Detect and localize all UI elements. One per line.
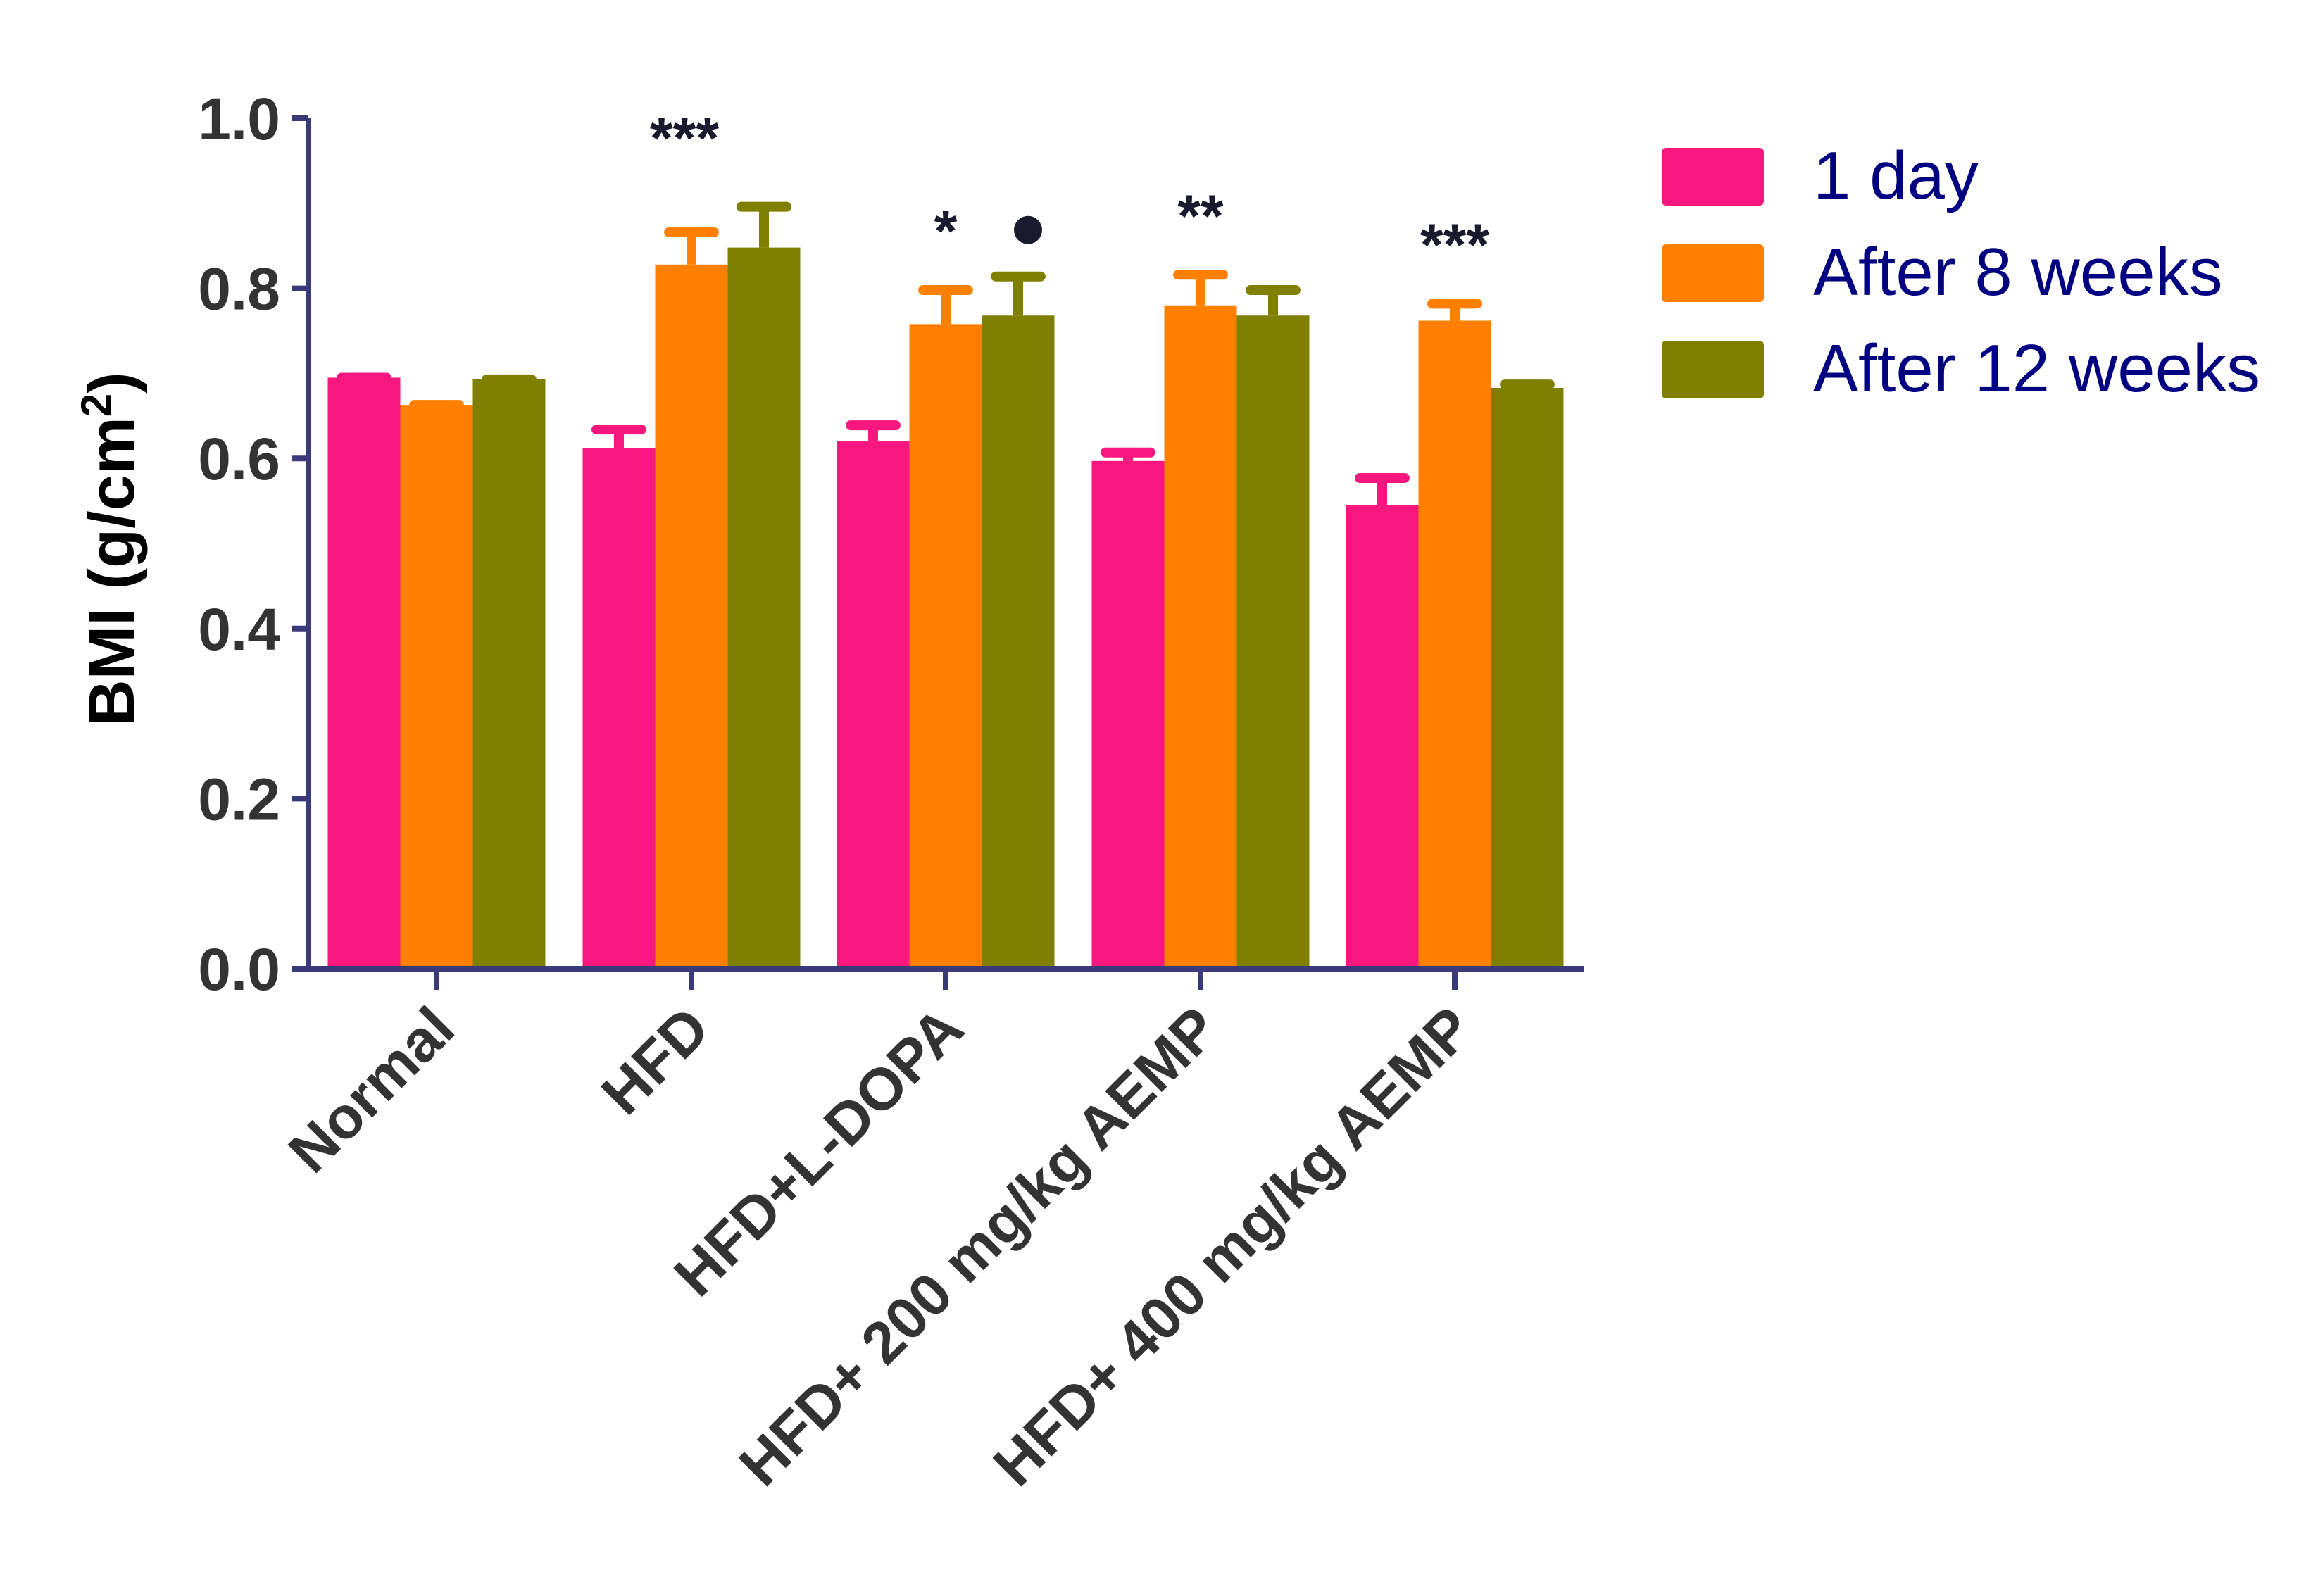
bar	[1491, 387, 1564, 969]
significance-marker: ***	[1420, 211, 1489, 277]
y-axis-title-main: BMI (g/cm	[76, 417, 148, 727]
bar	[1164, 305, 1237, 969]
bar	[655, 264, 728, 969]
bar	[1418, 320, 1491, 969]
significance-dot	[1014, 215, 1042, 244]
y-tick-label: 0.6	[198, 426, 280, 492]
significance-marker: *	[934, 198, 958, 264]
bar	[727, 247, 801, 969]
bar	[1236, 315, 1310, 969]
x-category-label: HFD	[589, 994, 722, 1127]
y-axis-title-suffix: )	[76, 372, 148, 394]
significance-marker: ***	[650, 105, 719, 171]
x-category-label: HFD+ 400 mg/kg AEMP	[981, 994, 1485, 1498]
bar	[909, 324, 982, 969]
bar	[472, 379, 546, 969]
bars-layer	[327, 201, 1564, 969]
legend-label: 1 day	[1813, 138, 1979, 213]
y-tick-label: 0.0	[198, 936, 280, 1003]
bar	[327, 377, 401, 969]
axis-layer	[292, 115, 1584, 990]
legend-label: After 8 weeks	[1813, 234, 2223, 310]
legend-swatch	[1662, 148, 1764, 206]
bar	[400, 405, 473, 969]
x-category-label: Normal	[276, 994, 467, 1185]
y-tick-label: 1.0	[198, 86, 280, 152]
bar	[1091, 460, 1165, 969]
bar	[982, 315, 1055, 969]
y-tick-label: 0.8	[198, 256, 280, 322]
bar	[582, 448, 656, 969]
y-tick-label: 0.4	[198, 596, 280, 662]
significance-marker: **	[1177, 182, 1224, 249]
legend-swatch	[1662, 341, 1764, 398]
x-category-label: HFD+ 200 mg/kg AEMP	[727, 994, 1231, 1498]
legend: 1 day After 8 weeks After 12 weeks	[1662, 138, 2260, 406]
legend-label: After 12 weeks	[1813, 331, 2260, 406]
legend-swatch	[1662, 244, 1764, 302]
bar	[1346, 505, 1419, 969]
bar	[837, 441, 910, 969]
y-axis-title-superscript: 2	[73, 394, 120, 417]
y-axis-title: BMI (g/cm2)	[73, 372, 149, 727]
y-tick-label: 0.2	[198, 766, 280, 832]
